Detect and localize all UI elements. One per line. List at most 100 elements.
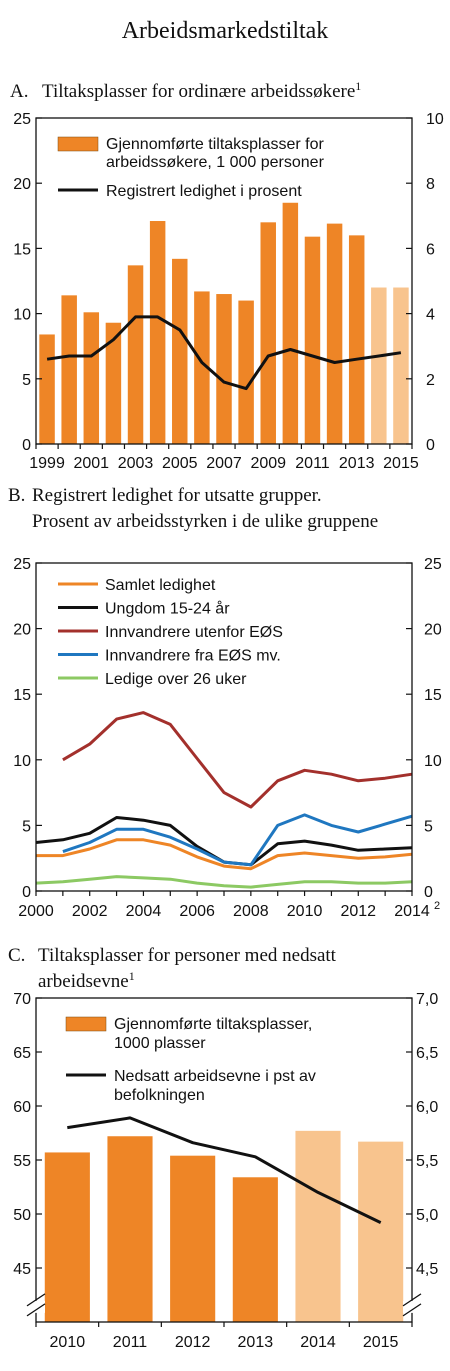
x-tick-label: 2005 — [162, 455, 198, 472]
y2-tick-label: 5,5 — [416, 1153, 438, 1170]
x-tick-label: 2010 — [50, 1334, 86, 1351]
y-tick-label: 65 — [13, 1045, 31, 1062]
bar — [348, 235, 365, 444]
panel-title-line: Registrert ledighet for utsatte grupper. — [32, 485, 322, 506]
panel-letter: C. — [8, 945, 25, 966]
x-tick-label: 2014 — [394, 903, 430, 920]
bar — [295, 1130, 341, 1322]
y-tick-label: 0 — [22, 884, 31, 901]
panel-title-line: Tiltaksplasser for ordinære arbeidssøker… — [42, 79, 361, 102]
y2-tick-label: 2 — [426, 372, 435, 389]
y-tick-label: 25 — [13, 556, 31, 573]
legend-swatch — [65, 1016, 107, 1032]
panel-c: C. Tiltaksplasser for personer med nedsat… — [8, 945, 438, 1351]
x-tick-label: 2002 — [72, 903, 108, 920]
x-tick-label: 2010 — [287, 903, 323, 920]
x-tick-label: 2012 — [175, 1334, 211, 1351]
bar — [358, 1141, 404, 1322]
legend-label: Gjennomførte tiltaksplasser for — [106, 136, 325, 153]
series-line — [67, 1116, 382, 1224]
bar — [232, 1177, 278, 1322]
y-tick-label: 45 — [13, 1261, 31, 1278]
series-line — [35, 875, 413, 889]
x-tick-label: 2014 — [300, 1334, 336, 1351]
legend-label: Ungdom 15-24 år — [105, 600, 230, 618]
axis-break-mark — [402, 1293, 422, 1307]
legend-label: Nedsatt arbeidsevne i pst av — [114, 1068, 316, 1085]
title-footnote-mark: 1 — [129, 969, 135, 983]
panel-title-line: arbeidsevne1 — [38, 969, 135, 992]
x-tick-label: 2000 — [18, 903, 54, 920]
bar — [149, 221, 166, 444]
x-tick-label: 2007 — [206, 455, 242, 472]
y-tick-label: 15 — [13, 687, 31, 704]
y-tick-label: 50 — [13, 1207, 31, 1224]
y-tick-label: 10 — [13, 307, 31, 324]
legend-label: Innvandrere utenfor EØS — [105, 624, 283, 641]
y2-tick-label: 15 — [424, 687, 442, 704]
x-tick-label: 2004 — [126, 903, 162, 920]
x-tick-label: 2006 — [179, 903, 215, 920]
x-tick-label: 2013 — [238, 1334, 274, 1351]
panel-b: B. Registrert ledighet for utsatte gruppe… — [8, 485, 442, 920]
bar — [61, 295, 77, 444]
axis-break-gap — [403, 1300, 421, 1313]
bar — [304, 236, 321, 444]
legend-label: Ledige over 26 uker — [105, 671, 247, 688]
y2-tick-label: 10 — [424, 753, 442, 770]
x-footnote-mark: 2 — [434, 900, 440, 912]
legend-label: arbeidssøkere, 1 000 personer — [106, 154, 325, 171]
y-tick-label: 20 — [13, 622, 31, 639]
bar — [238, 300, 254, 444]
y2-tick-label: 7,0 — [416, 991, 438, 1008]
y-tick-label: 5 — [22, 372, 31, 389]
y2-tick-label: 5,0 — [416, 1207, 438, 1224]
y-tick-label: 60 — [13, 1099, 31, 1116]
y2-tick-label: 6 — [426, 241, 435, 258]
y2-tick-label: 20 — [424, 622, 442, 639]
legend-swatch — [57, 136, 99, 152]
y2-tick-label: 5 — [424, 818, 433, 835]
figure-title: Arbeidsmarkedstiltak — [122, 18, 329, 44]
y2-tick-label: 25 — [424, 556, 442, 573]
series-line — [46, 315, 402, 391]
bar — [127, 265, 144, 444]
bar — [260, 222, 276, 444]
x-tick-label: 2008 — [233, 903, 269, 920]
y2-tick-label: 4,5 — [416, 1261, 438, 1278]
panel-title-line: Prosent av arbeidsstyrken i de ulike gru… — [32, 511, 378, 532]
legend-label: 1000 plasser — [114, 1035, 206, 1052]
bar — [326, 223, 343, 444]
y-tick-label: 25 — [13, 111, 31, 128]
series-line — [36, 838, 413, 871]
y2-tick-label: 4 — [426, 307, 435, 324]
x-tick-label: 2009 — [250, 455, 286, 472]
bar — [44, 1152, 90, 1322]
axis-break-mark — [26, 1293, 46, 1307]
series-line — [62, 813, 413, 867]
plot-frame — [35, 117, 413, 445]
y2-tick-label: 10 — [426, 111, 444, 128]
legend-label: befolkningen — [114, 1087, 205, 1104]
bar — [83, 312, 100, 444]
bar — [105, 322, 122, 444]
y-tick-label: 20 — [13, 176, 31, 193]
axis-break-gap — [27, 1300, 45, 1313]
x-tick-label: 1999 — [29, 455, 65, 472]
panel-letter: B. — [8, 485, 25, 506]
x-tick-label: 2015 — [383, 455, 419, 472]
x-tick-label: 2003 — [118, 455, 154, 472]
bar — [172, 258, 188, 444]
y2-tick-label: 0 — [424, 884, 433, 901]
bar — [194, 291, 210, 444]
legend-label: Innvandrere fra EØS mv. — [105, 648, 281, 665]
plot-frame — [35, 997, 413, 1323]
bar — [216, 294, 232, 444]
x-tick-label: 2012 — [340, 903, 376, 920]
y2-tick-label: 0 — [426, 437, 435, 454]
y-tick-label: 55 — [13, 1153, 31, 1170]
y2-tick-label: 6,5 — [416, 1045, 438, 1062]
legend-label: Gjennomførte tiltaksplasser, — [114, 1016, 312, 1033]
y-tick-label: 15 — [13, 241, 31, 258]
